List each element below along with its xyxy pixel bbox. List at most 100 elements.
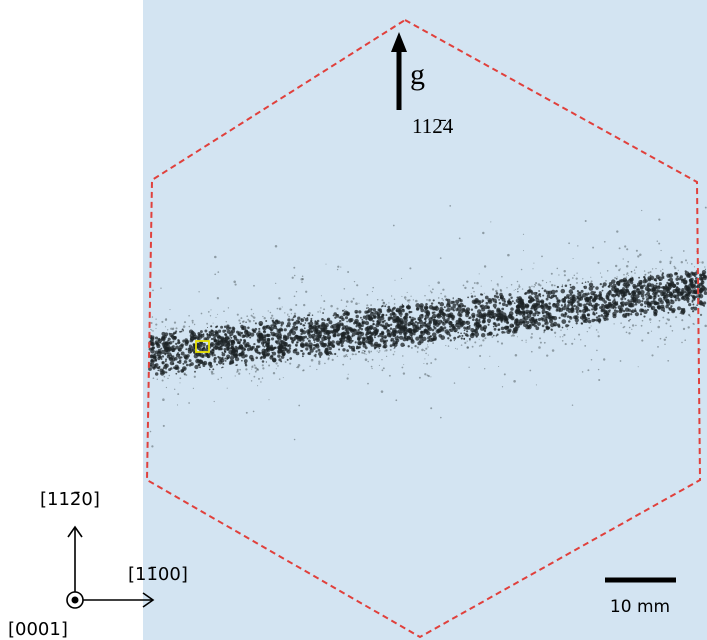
speckle — [348, 374, 349, 375]
speckle — [185, 357, 187, 359]
speckle — [572, 292, 574, 294]
speckle — [155, 372, 158, 375]
speckle — [213, 360, 216, 363]
speckle — [271, 315, 273, 317]
speckle — [275, 362, 277, 364]
speckle — [535, 282, 537, 284]
speckle — [277, 365, 279, 367]
speckle — [379, 350, 380, 351]
speckle — [701, 280, 703, 282]
speckle — [648, 278, 651, 281]
speckle — [217, 271, 219, 273]
speckle — [244, 348, 246, 350]
speckle — [623, 293, 626, 296]
speckle — [440, 417, 442, 419]
speckle — [520, 301, 524, 305]
speckle — [451, 315, 454, 318]
speckle — [398, 310, 402, 314]
speckle — [407, 336, 411, 340]
speckle — [241, 351, 243, 353]
speckle — [565, 312, 567, 314]
speckle — [585, 318, 587, 320]
speckle — [284, 312, 285, 313]
speckle — [235, 346, 238, 349]
speckle — [419, 314, 424, 319]
speckle — [553, 322, 558, 327]
speckle — [642, 320, 644, 322]
axis-up-label: [112̄0] — [40, 489, 100, 510]
speckle — [251, 380, 252, 381]
speckle — [412, 317, 414, 319]
speckle — [363, 315, 366, 318]
speckle — [600, 283, 602, 285]
speckle — [300, 278, 303, 281]
speckle — [158, 366, 161, 369]
speckle — [179, 331, 181, 333]
speckle — [170, 367, 173, 370]
speckle — [231, 344, 234, 347]
speckle — [441, 298, 443, 300]
speckle — [425, 328, 427, 330]
speckle — [434, 321, 437, 324]
speckle — [493, 322, 496, 325]
speckle — [612, 314, 616, 318]
speckle — [232, 361, 234, 363]
speckle — [253, 411, 255, 413]
speckle — [580, 339, 581, 340]
speckle — [358, 324, 362, 328]
speckle — [284, 328, 287, 331]
speckle — [587, 369, 589, 371]
speckle — [224, 333, 227, 336]
speckle — [571, 286, 575, 290]
speckle — [682, 308, 685, 311]
speckle — [424, 350, 425, 351]
speckle — [389, 316, 392, 319]
speckle — [369, 352, 371, 354]
speckle — [307, 352, 309, 354]
speckle — [342, 364, 344, 366]
speckle — [675, 278, 678, 281]
speckle — [218, 330, 221, 333]
speckle — [667, 319, 670, 322]
speckle — [423, 363, 424, 364]
speckle — [507, 300, 509, 302]
speckle — [603, 300, 606, 303]
speckle — [469, 316, 472, 319]
speckle — [479, 339, 480, 340]
speckle — [696, 304, 698, 306]
speckle — [681, 279, 684, 282]
speckle — [170, 361, 174, 365]
speckle — [167, 352, 171, 356]
speckle — [620, 301, 625, 306]
speckle — [475, 305, 477, 307]
speckle — [582, 282, 584, 284]
speckle — [484, 265, 486, 267]
speckle — [570, 301, 573, 304]
speckle — [443, 300, 444, 301]
speckle — [591, 308, 593, 310]
speckle — [239, 369, 241, 371]
speckle — [371, 368, 372, 369]
speckle — [323, 308, 325, 310]
speckle — [159, 342, 161, 344]
speckle — [427, 326, 431, 330]
speckle — [430, 362, 432, 364]
speckle — [626, 274, 627, 275]
speckle — [589, 296, 592, 299]
speckle — [323, 335, 325, 337]
speckle — [262, 344, 264, 346]
speckle — [368, 314, 370, 316]
speckle — [579, 297, 583, 301]
speckle — [545, 317, 548, 320]
speckle — [438, 297, 440, 299]
speckle — [696, 285, 699, 288]
speckle — [472, 346, 474, 348]
speckle — [349, 346, 352, 349]
speckle — [329, 355, 330, 356]
speckle — [193, 388, 194, 389]
speckle — [245, 368, 247, 370]
speckle — [183, 330, 184, 331]
speckle — [546, 291, 550, 295]
speckle — [563, 334, 565, 336]
speckle — [615, 294, 618, 297]
